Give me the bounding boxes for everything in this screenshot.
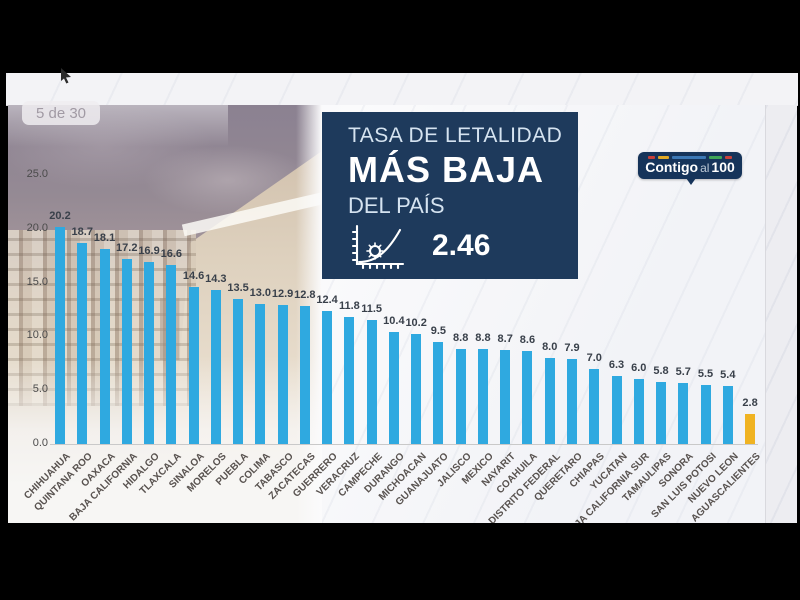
bar bbox=[745, 413, 756, 444]
bar-value-label: 20.2 bbox=[49, 209, 71, 222]
bar-value-label: 10.4 bbox=[383, 315, 405, 328]
bar-value-label: 5.7 bbox=[675, 365, 691, 378]
bar bbox=[611, 376, 622, 444]
y-axis-tick-label: 10.0 bbox=[26, 329, 48, 342]
bar bbox=[566, 358, 577, 444]
bar-value-label: 13.5 bbox=[227, 281, 249, 294]
contigo-al-100-logo: Contigo al 100 bbox=[638, 152, 742, 185]
logo-dash bbox=[648, 156, 655, 159]
bar bbox=[500, 350, 511, 444]
bar-value-label: 7.0 bbox=[586, 351, 602, 364]
slide-right-margin bbox=[765, 105, 797, 523]
bar bbox=[544, 357, 555, 444]
bar-value-label: 18.1 bbox=[93, 232, 116, 245]
letterbox-top bbox=[0, 0, 800, 73]
bar-value-label: 8.0 bbox=[542, 340, 558, 353]
bar-value-label: 5.4 bbox=[720, 368, 736, 381]
bar bbox=[700, 384, 711, 444]
bar-value-label: 9.5 bbox=[430, 324, 447, 337]
bar bbox=[322, 310, 333, 444]
bar bbox=[433, 341, 444, 444]
bar-value-label: 13.0 bbox=[249, 287, 272, 300]
slide: TASA DE LETALIDAD MÁS BAJA DEL PAÍS 2.46 bbox=[8, 105, 797, 523]
bar-value-label: 8.7 bbox=[497, 333, 513, 346]
bar-value-label: 14.3 bbox=[205, 273, 227, 286]
bar-value-label: 12.9 bbox=[271, 288, 294, 301]
bar bbox=[633, 379, 644, 444]
letterbox-bottom bbox=[0, 523, 800, 600]
slide-counter: 5 de 30 bbox=[22, 101, 100, 125]
bar-value-label: 16.9 bbox=[138, 245, 160, 258]
bar bbox=[255, 304, 266, 444]
bar-value-label: 6.3 bbox=[608, 359, 625, 372]
logo-part1: Contigo bbox=[645, 159, 699, 175]
x-axis-line bbox=[50, 444, 758, 445]
logo-part3: 100 bbox=[711, 159, 735, 175]
bar-value-label: 8.8 bbox=[453, 332, 469, 345]
bar-value-label: 10.2 bbox=[405, 317, 427, 330]
bar-value-label: 8.6 bbox=[519, 334, 536, 347]
y-axis-tick-label: 15.0 bbox=[26, 275, 48, 288]
bar-value-label: 7.9 bbox=[564, 341, 580, 354]
bar-value-label: 14.6 bbox=[182, 269, 205, 282]
bar bbox=[144, 262, 155, 444]
logo-dash bbox=[672, 156, 706, 159]
logo-text: Contigo al 100 bbox=[638, 160, 742, 175]
bar-value-label: 2.8 bbox=[742, 396, 758, 409]
bar-value-label: 18.7 bbox=[71, 225, 93, 238]
bar bbox=[344, 317, 355, 444]
title-line1: TASA DE LETALIDAD bbox=[348, 124, 563, 147]
bar bbox=[210, 290, 221, 444]
bar bbox=[299, 306, 310, 444]
bar bbox=[589, 368, 600, 444]
logo-part2: al bbox=[700, 161, 710, 175]
mouse-cursor-icon bbox=[61, 68, 71, 84]
bar-value-label: 6.0 bbox=[631, 362, 647, 375]
y-axis-tick-label: 25.0 bbox=[26, 168, 48, 180]
bar-value-label: 16.6 bbox=[160, 248, 182, 261]
bar bbox=[522, 351, 533, 444]
bar-value-label: 5.5 bbox=[697, 367, 714, 380]
logo-dash bbox=[658, 156, 669, 159]
bar-value-label: 12.8 bbox=[294, 289, 316, 302]
y-axis-tick-label: 5.0 bbox=[32, 383, 48, 396]
bar-value-label: 11.5 bbox=[361, 303, 383, 316]
bar-value-label: 17.2 bbox=[116, 241, 138, 254]
logo-dash bbox=[725, 156, 732, 159]
bar bbox=[99, 249, 110, 444]
bar bbox=[656, 381, 667, 444]
bar bbox=[166, 265, 177, 444]
bar bbox=[55, 226, 65, 444]
bar bbox=[477, 349, 488, 444]
bar bbox=[77, 242, 88, 444]
bar bbox=[233, 298, 244, 444]
bar bbox=[411, 334, 422, 444]
bar bbox=[678, 382, 689, 444]
bar bbox=[121, 258, 132, 444]
bar bbox=[188, 286, 199, 444]
title-box: TASA DE LETALIDAD MÁS BAJA DEL PAÍS 2.46 bbox=[322, 112, 578, 279]
logo-dashes bbox=[638, 152, 742, 159]
title-line3: DEL PAÍS bbox=[348, 193, 445, 218]
bar-value-label: 11.8 bbox=[338, 300, 360, 313]
y-axis-tick-label: 20.0 bbox=[26, 221, 48, 234]
logo-dash bbox=[709, 156, 722, 159]
bar bbox=[722, 385, 733, 444]
title-line2: MÁS BAJA bbox=[348, 149, 545, 190]
fatality-rate-value: 2.46 bbox=[432, 229, 491, 262]
bar bbox=[455, 349, 466, 444]
bar bbox=[366, 320, 377, 444]
bar bbox=[388, 332, 399, 444]
bar bbox=[277, 305, 288, 444]
player-top-strip bbox=[6, 73, 798, 106]
logo-tail bbox=[686, 178, 696, 185]
y-axis-tick-label: 0.0 bbox=[32, 437, 48, 449]
bar-value-label: 12.4 bbox=[316, 293, 338, 306]
bar-value-label: 8.8 bbox=[475, 332, 491, 345]
bar-value-label: 5.8 bbox=[653, 364, 669, 377]
chart-virus-icon bbox=[351, 224, 405, 269]
